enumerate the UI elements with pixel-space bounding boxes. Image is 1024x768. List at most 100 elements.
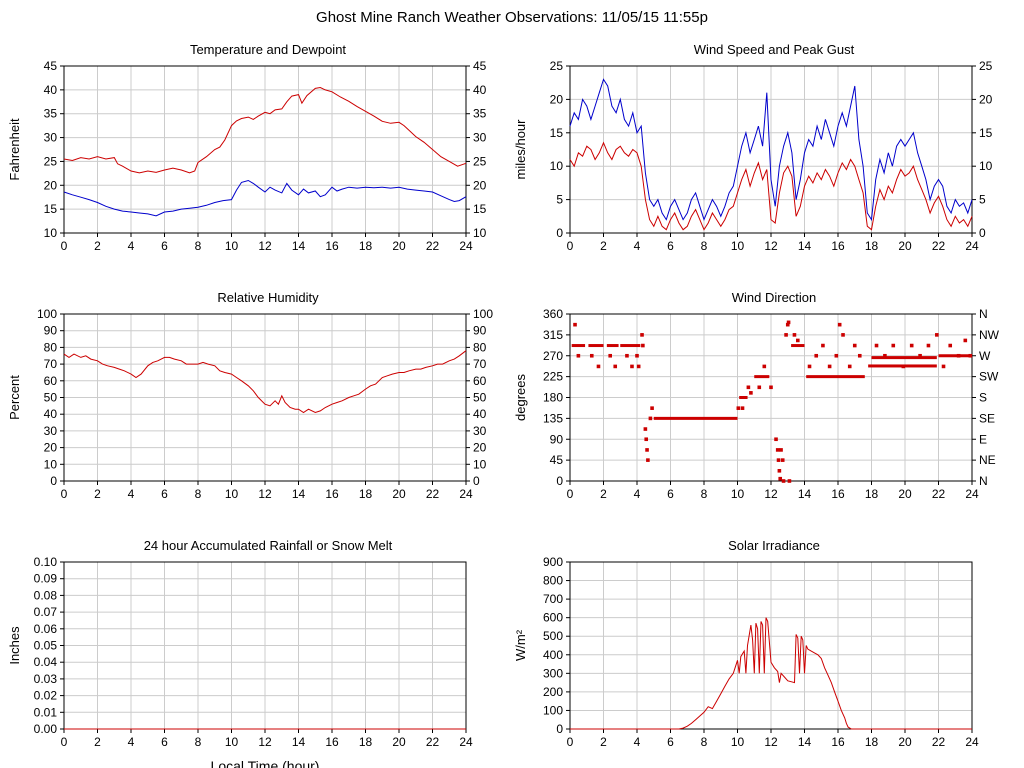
svg-text:18: 18	[865, 239, 879, 253]
svg-text:0: 0	[567, 735, 574, 749]
svg-text:S: S	[979, 391, 987, 405]
panel-wind-speed-gust: Wind Speed and Peak Gust 0 2 4 6 8 10 12 14 16 18…	[512, 42, 1018, 270]
svg-text:0: 0	[61, 487, 68, 501]
svg-text:900: 900	[543, 556, 563, 569]
svg-text:24: 24	[459, 239, 473, 253]
panel-solar-irradiance: Solar Irradiance 0 2 4 6 8 10 12 14 16 18 20 22 24 0 1…	[512, 538, 1018, 768]
svg-text:4: 4	[128, 239, 135, 253]
panel-relative-humidity: Relative Humidity 0 2 4 6 8 10 12 14 16 18 20 22 24 0…	[6, 290, 512, 518]
svg-text:N: N	[979, 474, 988, 488]
svg-text:W/m²: W/m²	[513, 629, 528, 661]
svg-text:4: 4	[634, 735, 641, 749]
svg-text:10: 10	[550, 159, 564, 173]
svg-text:18: 18	[359, 239, 373, 253]
svg-text:8: 8	[195, 487, 202, 501]
svg-text:10: 10	[731, 487, 745, 501]
svg-text:45: 45	[473, 60, 487, 73]
svg-text:30: 30	[473, 424, 487, 438]
svg-text:22: 22	[932, 239, 946, 253]
svg-text:18: 18	[865, 487, 879, 501]
svg-text:NW: NW	[979, 328, 1000, 342]
svg-text:15: 15	[473, 202, 487, 216]
svg-text:80: 80	[473, 340, 487, 354]
svg-text:0.10: 0.10	[34, 556, 58, 569]
svg-text:10: 10	[225, 239, 239, 253]
svg-text:15: 15	[44, 202, 58, 216]
svg-text:90: 90	[550, 432, 564, 446]
svg-text:20: 20	[392, 735, 406, 749]
svg-text:25: 25	[550, 60, 564, 73]
svg-text:10: 10	[225, 735, 239, 749]
svg-text:degrees: degrees	[513, 374, 528, 421]
svg-text:20: 20	[550, 92, 564, 106]
svg-text:W: W	[979, 349, 991, 363]
svg-text:14: 14	[798, 735, 812, 749]
svg-text:4: 4	[634, 239, 641, 253]
svg-text:10: 10	[731, 735, 745, 749]
svg-text:16: 16	[325, 735, 339, 749]
svg-text:45: 45	[44, 60, 58, 73]
svg-text:Inches: Inches	[7, 626, 22, 665]
svg-text:4: 4	[128, 735, 135, 749]
svg-text:100: 100	[473, 308, 493, 321]
svg-text:0: 0	[61, 239, 68, 253]
svg-text:90: 90	[44, 324, 58, 338]
svg-text:20: 20	[392, 239, 406, 253]
svg-text:20: 20	[473, 441, 487, 455]
svg-text:E: E	[979, 432, 987, 446]
svg-text:8: 8	[701, 735, 708, 749]
svg-text:12: 12	[258, 239, 272, 253]
svg-text:0: 0	[979, 226, 986, 240]
svg-text:22: 22	[426, 239, 440, 253]
svg-text:14: 14	[292, 239, 306, 253]
svg-text:10: 10	[473, 226, 487, 240]
svg-text:8: 8	[701, 239, 708, 253]
svg-text:14: 14	[798, 239, 812, 253]
svg-text:50: 50	[473, 391, 487, 405]
svg-text:14: 14	[798, 487, 812, 501]
svg-text:24: 24	[965, 735, 979, 749]
svg-text:500: 500	[543, 629, 563, 643]
svg-text:0.03: 0.03	[34, 672, 58, 686]
svg-text:180: 180	[543, 391, 563, 405]
svg-text:SE: SE	[979, 411, 995, 425]
svg-text:5: 5	[979, 193, 986, 207]
svg-text:SW: SW	[979, 370, 999, 384]
svg-text:12: 12	[258, 735, 272, 749]
svg-text:2: 2	[94, 487, 101, 501]
svg-text:22: 22	[932, 487, 946, 501]
chart-title-rainfall: 24 hour Accumulated Rainfall or Snow Mel…	[143, 538, 393, 553]
svg-text:25: 25	[44, 154, 58, 168]
svg-text:15: 15	[550, 126, 564, 140]
svg-text:60: 60	[44, 374, 58, 388]
svg-text:miles/hour: miles/hour	[513, 119, 528, 180]
svg-text:270: 270	[543, 349, 563, 363]
svg-text:20: 20	[44, 441, 58, 455]
svg-text:315: 315	[543, 328, 563, 342]
svg-text:35: 35	[44, 107, 58, 121]
svg-text:0: 0	[50, 474, 57, 488]
svg-text:20: 20	[898, 487, 912, 501]
svg-text:90: 90	[473, 324, 487, 338]
svg-text:30: 30	[473, 131, 487, 145]
chart-title-wind-direction: Wind Direction	[731, 290, 817, 305]
svg-text:0: 0	[556, 722, 563, 736]
svg-text:30: 30	[44, 131, 58, 145]
svg-text:24: 24	[459, 735, 473, 749]
solar-irradiance-plot: 0 2 4 6 8 10 12 14 16 18 20 22 240100200300400500600…	[513, 555, 979, 749]
svg-text:70: 70	[473, 357, 487, 371]
svg-text:12: 12	[764, 239, 778, 253]
svg-text:14: 14	[292, 487, 306, 501]
chart-title-solar-irradiance: Solar Irradiance	[728, 538, 820, 553]
chart-title-temperature-dewpoint: Temperature and Dewpoint	[189, 42, 347, 57]
svg-text:0: 0	[556, 226, 563, 240]
rainfall-plot: 0 2 4 6 8 10 12 14 16 18 20 22 240.000.010.020.030.0…	[7, 555, 473, 768]
svg-text:6: 6	[667, 487, 674, 501]
svg-text:20: 20	[898, 239, 912, 253]
svg-text:6: 6	[161, 735, 168, 749]
svg-text:8: 8	[701, 487, 708, 501]
panel-wind-direction: Wind Direction 0 2 4 6 8 10 12 14 16 18 20 22 24 0 N 45…	[512, 290, 1018, 518]
svg-text:4: 4	[128, 487, 135, 501]
